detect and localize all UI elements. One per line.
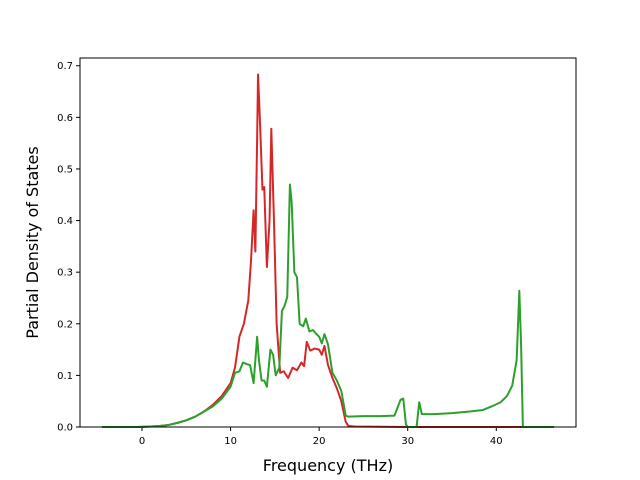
plot-background	[80, 58, 576, 427]
y-tick-label: 0.1	[57, 371, 73, 382]
y-tick-label: 0.6	[57, 113, 73, 124]
series-layer	[102, 73, 554, 428]
ticks-layer: 0 10 20 30 40 0.0 0.1 0.2 0.3 0.4 0.5 0.6 0.7	[57, 61, 503, 447]
y-tick-label: 0.2	[57, 319, 73, 330]
x-tick-label: 30	[401, 436, 414, 447]
y-tick-label: 0.4	[57, 216, 73, 227]
x-tick-label: 40	[490, 436, 503, 447]
y-tick-label: 0.0	[57, 423, 73, 434]
plot-frame	[79, 57, 577, 428]
y-tick-label: 0.7	[57, 61, 73, 72]
x-axis-label: Frequency (THz)	[263, 456, 393, 475]
y-tick-label: 0.5	[57, 164, 73, 175]
x-tick-label: 10	[224, 436, 237, 447]
x-tick-label: 20	[313, 436, 326, 447]
y-axis-label: Partial Density of States	[23, 146, 42, 338]
x-tick-label: 0	[139, 436, 145, 447]
y-tick-label: 0.3	[57, 268, 73, 279]
series-line-2	[102, 183, 554, 428]
